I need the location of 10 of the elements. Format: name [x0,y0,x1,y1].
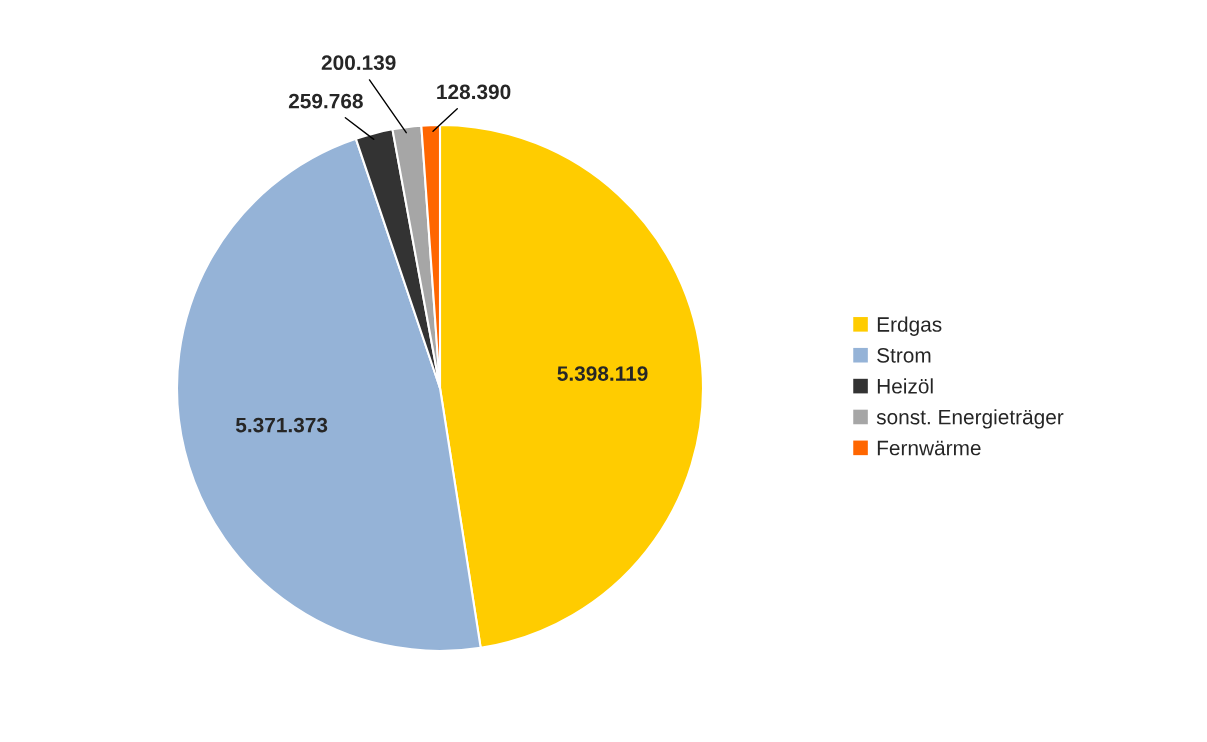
data-label: 128.390 [437,84,511,100]
data-label: 5.371.373 [235,417,328,433]
data-label: 259.768 [288,93,363,109]
legend-label: Erdgas [877,316,942,336]
legend-label: Heizöl [877,378,933,394]
legend-label: Fernwärme [877,440,981,456]
legend-label: sonst. Energieträger [876,409,1064,429]
legend-label: Strom [877,347,931,363]
data-label: 5.398.119 [557,366,648,381]
data-label: 200.139 [321,55,396,71]
